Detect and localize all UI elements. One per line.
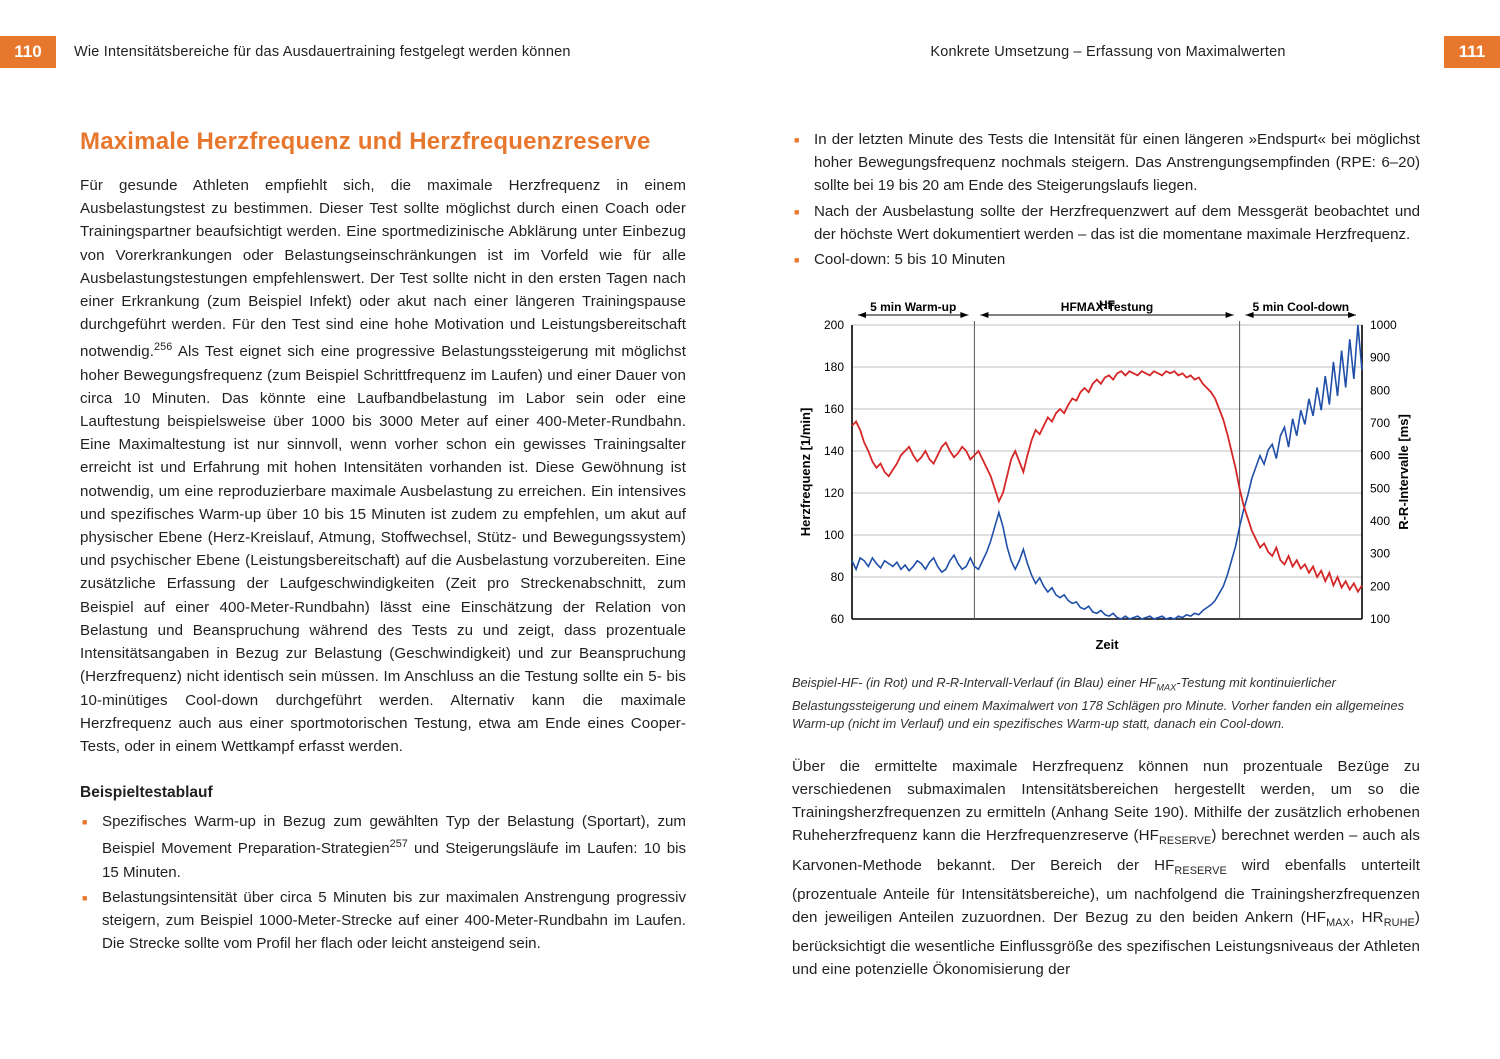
p2-sub2: RESERVE: [1174, 865, 1226, 877]
svg-text:800: 800: [1370, 384, 1390, 398]
footnote-ref-257: 257: [390, 838, 408, 850]
bullet-2: Belastungsintensität über circa 5 Minute…: [80, 886, 686, 956]
header-right: Konkrete Umsetzung – Erfassung von Maxim…: [772, 24, 1500, 80]
footnote-ref-256: 256: [154, 341, 172, 353]
svg-text:80: 80: [831, 570, 845, 584]
svg-text:HFMAX-Testung: HFMAX-Testung: [1061, 300, 1153, 314]
chart-caption: Beispiel-HF- (in Rot) und R-R-Intervall-…: [792, 674, 1420, 733]
svg-text:300: 300: [1370, 547, 1390, 561]
svg-text:60: 60: [831, 612, 845, 626]
bullet-3: In der letzten Minute des Tests die Inte…: [792, 128, 1420, 198]
svg-text:Herzfrequenz [1/min]: Herzfrequenz [1/min]: [798, 408, 813, 537]
p1-b: Als Test eignet sich eine progressive Be…: [80, 343, 686, 754]
svg-text:100: 100: [1370, 612, 1390, 626]
svg-text:500: 500: [1370, 482, 1390, 496]
running-head-left: Wie Intensitätsbereiche für das Ausdauer…: [56, 44, 589, 60]
page-number-right: 111: [1444, 36, 1500, 68]
body-paragraph-1: Für gesunde Athleten empfiehlt sich, die…: [80, 174, 686, 758]
p2-sub3: MAX: [1326, 917, 1350, 929]
svg-text:900: 900: [1370, 351, 1390, 365]
svg-text:1000: 1000: [1370, 318, 1397, 332]
page-number-left: 110: [0, 36, 56, 68]
p1-a: Für gesunde Athleten empfiehlt sich, die…: [80, 177, 686, 360]
subheading: Beispieltestablauf: [80, 784, 686, 802]
svg-text:600: 600: [1370, 449, 1390, 463]
chart-svg: 60 80 100 120 140 160 180 200 100 200 300 400 500 600…: [792, 289, 1422, 659]
caption-a: Beispiel-HF- (in Rot) und R-R-Intervall-…: [792, 675, 1156, 690]
running-head-right: Konkrete Umsetzung – Erfassung von Maxim…: [912, 44, 1303, 60]
bullet-4: Nach der Ausbelastung sollte der Herzfre…: [792, 200, 1420, 246]
svg-text:200: 200: [824, 318, 844, 332]
svg-text:700: 700: [1370, 416, 1390, 430]
svg-text:120: 120: [824, 486, 844, 500]
page-left: 110 Wie Intensitätsbereiche für das Ausd…: [0, 0, 750, 1059]
svg-text:Zeit: Zeit: [1095, 637, 1119, 652]
header-left: 110 Wie Intensitätsbereiche für das Ausd…: [0, 24, 698, 80]
bullet-5: Cool-down: 5 bis 10 Minuten: [792, 248, 1420, 271]
bullet-1: Spezifisches Warm-up in Bezug zum gewähl…: [80, 810, 686, 884]
svg-text:5 min Warm-up: 5 min Warm-up: [870, 300, 956, 314]
svg-text:5 min Cool-down: 5 min Cool-down: [1252, 300, 1349, 314]
svg-text:140: 140: [824, 444, 844, 458]
p2-sub4: RUHE: [1384, 917, 1415, 929]
svg-text:200: 200: [1370, 580, 1390, 594]
hr-chart: 60 80 100 120 140 160 180 200 100 200 300 400 500 600…: [792, 289, 1420, 664]
svg-text:180: 180: [824, 360, 844, 374]
svg-text:R-R-Intervalle [ms]: R-R-Intervalle [ms]: [1396, 414, 1411, 530]
p2-sub1: RESERVE: [1159, 835, 1211, 847]
svg-text:100: 100: [824, 528, 844, 542]
page-right: Konkrete Umsetzung – Erfassung von Maxim…: [750, 0, 1500, 1059]
bullet-list-right: In der letzten Minute des Tests die Inte…: [792, 128, 1420, 271]
caption-sub1: MAX: [1156, 683, 1176, 693]
bullet-list-left: Spezifisches Warm-up in Bezug zum gewähl…: [80, 810, 686, 955]
svg-text:160: 160: [824, 402, 844, 416]
section-heading: Maximale Herzfrequenz und Herzfrequenzre…: [80, 128, 686, 156]
body-paragraph-2: Über die ermittelte maximale Herzfrequen…: [792, 755, 1420, 982]
p2-d: , HR: [1350, 909, 1384, 926]
svg-text:400: 400: [1370, 514, 1390, 528]
